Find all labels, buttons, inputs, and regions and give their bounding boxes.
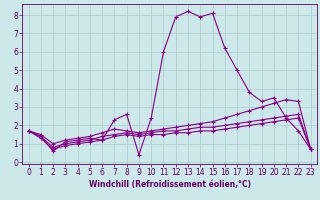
X-axis label: Windchill (Refroidissement éolien,°C): Windchill (Refroidissement éolien,°C): [89, 180, 251, 189]
